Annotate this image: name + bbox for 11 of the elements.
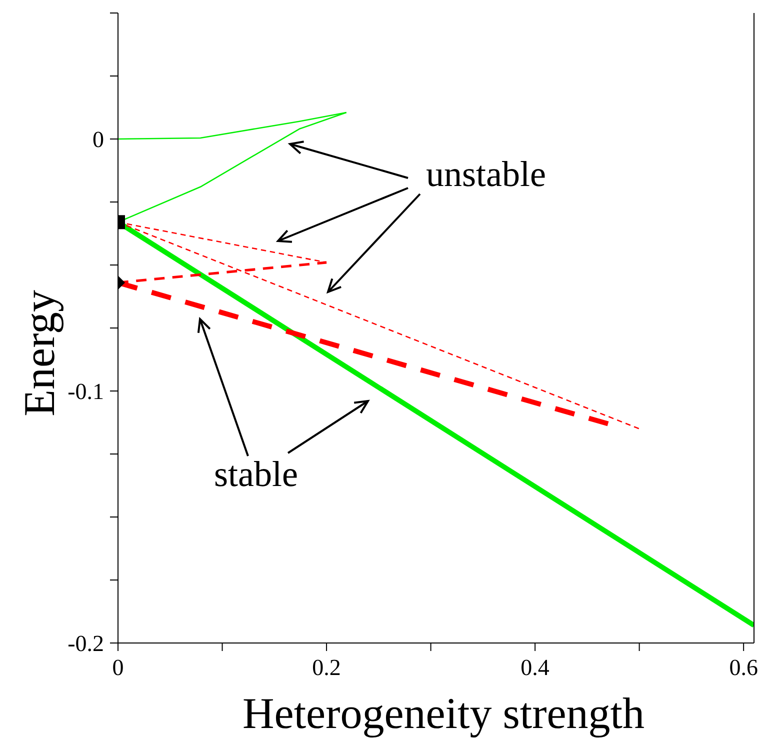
x-tick-label: 0.4 bbox=[520, 655, 550, 680]
annotation: stable bbox=[214, 454, 298, 494]
y-axis-title: Energy bbox=[15, 290, 64, 416]
x-tick-label: 0.6 bbox=[729, 655, 758, 680]
x-tick-label: 0.2 bbox=[312, 655, 341, 680]
y-tick-label: -0.2 bbox=[68, 631, 104, 656]
annotation: unstable bbox=[426, 154, 546, 194]
x-axis-title: Heterogeneity strength bbox=[242, 689, 645, 738]
y-tick-label: 0 bbox=[92, 127, 104, 152]
y-tick-label: -0.1 bbox=[68, 379, 104, 404]
x-tick-label: 0 bbox=[112, 655, 124, 680]
